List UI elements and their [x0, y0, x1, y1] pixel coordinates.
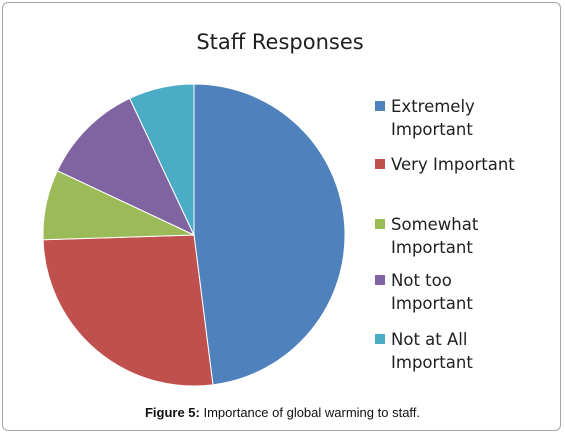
- pie-slice-not-too-important: [56, 97, 196, 237]
- legend-swatch: [375, 275, 385, 285]
- figure-caption: Figure 5: Importance of global warming t…: [0, 405, 565, 420]
- legend-label: Somewhat Important: [391, 215, 479, 257]
- caption-label: Figure 5:: [144, 405, 200, 420]
- legend-swatch: [375, 159, 385, 169]
- legend-swatch: [375, 334, 385, 344]
- legend-label: Very Important: [391, 155, 515, 174]
- chart-title: Staff Responses: [196, 30, 364, 54]
- legend-swatch: [375, 219, 385, 229]
- legend-label: Not at All Important: [391, 330, 473, 372]
- pie-slice-not-at-all-important: [129, 83, 195, 236]
- legend-swatch: [375, 101, 385, 111]
- pie-slice-extremely-important: [193, 83, 346, 386]
- legend-label: Not too Important: [391, 271, 473, 313]
- pie-slice-very-important: [42, 234, 214, 387]
- caption-text: Importance of global warming to staff.: [199, 405, 421, 420]
- legend-label: Extremely Important: [391, 97, 475, 139]
